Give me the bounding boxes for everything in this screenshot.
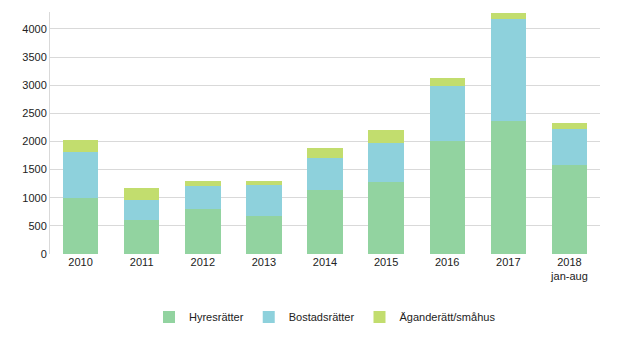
svg-text:2017: 2017 bbox=[496, 256, 520, 268]
svg-text:500: 500 bbox=[28, 220, 46, 232]
svg-text:Hyresrätter: Hyresrätter bbox=[189, 311, 244, 323]
svg-text:3000: 3000 bbox=[22, 79, 46, 91]
svg-text:1000: 1000 bbox=[22, 192, 46, 204]
svg-text:1500: 1500 bbox=[22, 163, 46, 175]
svg-text:2013: 2013 bbox=[252, 256, 276, 268]
svg-text:Äganderätt/småhus: Äganderätt/småhus bbox=[399, 311, 495, 323]
svg-text:2000: 2000 bbox=[22, 135, 46, 147]
svg-text:0: 0 bbox=[41, 248, 47, 260]
svg-text:3500: 3500 bbox=[22, 51, 46, 63]
svg-text:2015: 2015 bbox=[374, 256, 398, 268]
svg-text:2018jan-aug: 2018jan-aug bbox=[550, 256, 588, 282]
svg-text:2012: 2012 bbox=[191, 256, 215, 268]
svg-text:4000: 4000 bbox=[22, 23, 46, 35]
svg-text:2014: 2014 bbox=[313, 256, 337, 268]
svg-text:2016: 2016 bbox=[435, 256, 459, 268]
svg-text:2010: 2010 bbox=[68, 256, 92, 268]
svg-text:2500: 2500 bbox=[22, 107, 46, 119]
svg-text:Bostadsrätter: Bostadsrätter bbox=[289, 311, 355, 323]
svg-text:2011: 2011 bbox=[130, 256, 154, 268]
